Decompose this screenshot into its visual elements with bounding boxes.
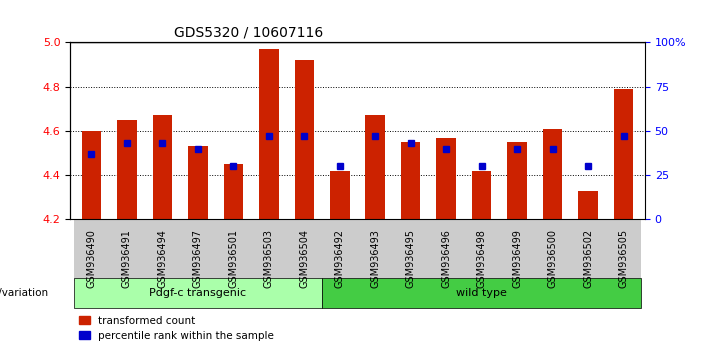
Bar <box>294 60 314 219</box>
Bar <box>358 219 393 281</box>
Bar <box>216 219 251 281</box>
Bar <box>287 219 322 281</box>
Bar <box>543 129 562 219</box>
Bar <box>606 219 641 281</box>
Bar <box>571 219 606 281</box>
Bar <box>614 89 634 219</box>
Bar <box>144 219 180 281</box>
Bar <box>74 278 322 308</box>
Bar <box>188 147 207 219</box>
Bar <box>224 164 243 219</box>
Bar <box>322 278 641 308</box>
Bar <box>472 171 491 219</box>
Bar <box>508 142 527 219</box>
Bar <box>535 219 571 281</box>
Bar <box>109 219 144 281</box>
Bar <box>365 115 385 219</box>
Bar <box>81 131 101 219</box>
Bar <box>578 191 598 219</box>
Bar <box>499 219 535 281</box>
Text: genotype/variation: genotype/variation <box>0 288 49 298</box>
Bar <box>464 219 499 281</box>
Text: wild type: wild type <box>456 288 507 298</box>
Bar <box>259 49 278 219</box>
Legend: transformed count, percentile rank within the sample: transformed count, percentile rank withi… <box>75 312 278 345</box>
Bar <box>180 219 216 281</box>
Bar <box>74 219 109 281</box>
Bar <box>393 219 428 281</box>
Bar <box>153 115 172 219</box>
Text: GDS5320 / 10607116: GDS5320 / 10607116 <box>174 26 323 40</box>
Bar <box>322 219 358 281</box>
Bar <box>437 138 456 219</box>
Bar <box>401 142 421 219</box>
Bar <box>251 219 287 281</box>
Bar <box>428 219 464 281</box>
Bar <box>330 171 350 219</box>
Bar <box>117 120 137 219</box>
Text: Pdgf-c transgenic: Pdgf-c transgenic <box>149 288 246 298</box>
